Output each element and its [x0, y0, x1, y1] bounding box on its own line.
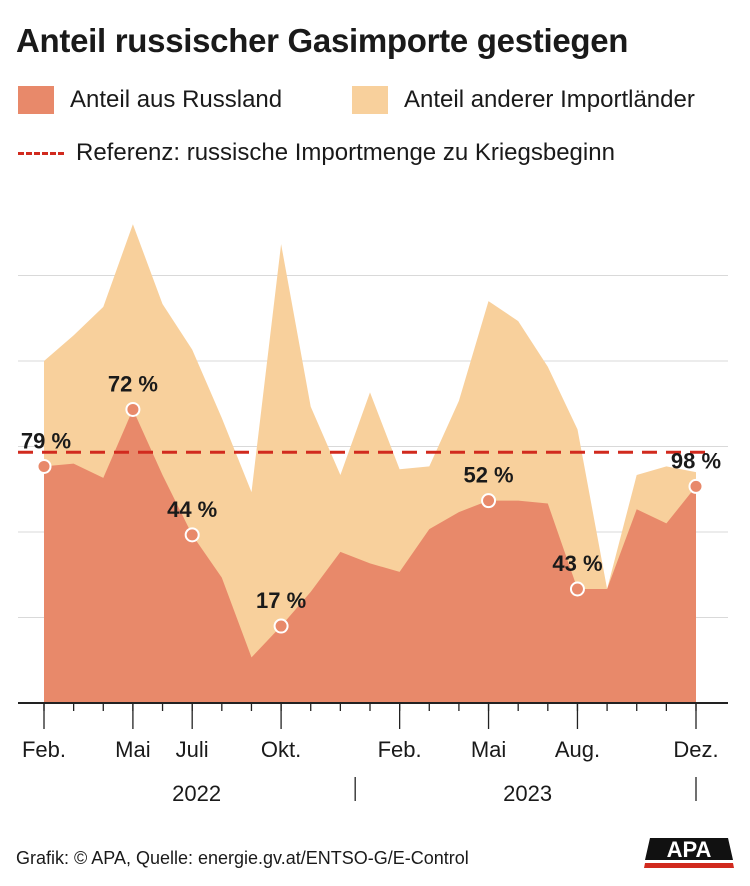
legend-label-other: Anteil anderer Importländer — [404, 86, 695, 113]
x-tick-label: Mai — [115, 737, 150, 762]
data-point-marker — [688, 478, 704, 494]
x-tick-label: Aug. — [555, 737, 600, 762]
x-tick-label: Mai — [471, 737, 506, 762]
svg-text:APA: APA — [667, 837, 712, 862]
data-point-marker — [36, 458, 52, 474]
x-tick-label: Feb. — [378, 737, 422, 762]
legend-item-russia: Anteil aus Russland — [18, 86, 282, 114]
data-label: 43 % — [552, 551, 602, 576]
data-label: 44 % — [167, 497, 217, 522]
x-tick-label: Dez. — [673, 737, 718, 762]
x-tick-label: Okt. — [261, 737, 301, 762]
data-label: 52 % — [463, 463, 513, 488]
x-tick-label: Feb. — [22, 737, 66, 762]
x-axis: Feb. Mai Juli Okt. Feb. Mai Aug. Dez. 2022 2023 — [18, 702, 728, 806]
legend-swatch-russia — [18, 86, 54, 114]
data-label: 17 % — [256, 588, 306, 613]
x-tick-label: Juli — [176, 737, 209, 762]
chart-title: Anteil russischer Gasimporte gestiegen — [16, 22, 629, 59]
source-credit: Grafik: © APA, Quelle: energie.gv.at/ENT… — [16, 848, 469, 868]
data-label: 98 % — [671, 448, 721, 473]
year-label: 2022 — [172, 781, 221, 806]
data-point-marker — [481, 493, 497, 509]
data-point-marker — [184, 527, 200, 543]
legend-item-reference: Referenz: russische Importmenge zu Krieg… — [18, 139, 615, 167]
legend-dash-reference — [18, 151, 64, 155]
apa-logo: APA — [644, 837, 734, 868]
area-chart: Feb. Mai Juli Okt. Feb. Mai Aug. Dez. 2022 2023 7… — [18, 224, 728, 806]
data-label: 72 % — [108, 371, 158, 396]
legend-swatch-other — [352, 86, 388, 114]
data-label: 79 % — [21, 428, 71, 453]
legend-item-other: Anteil anderer Importländer — [352, 86, 695, 114]
year-label: 2023 — [503, 781, 552, 806]
legend-label-russia: Anteil aus Russland — [70, 86, 283, 113]
area-russia — [44, 409, 696, 703]
data-point-marker — [125, 401, 141, 417]
legend-label-reference: Referenz: russische Importmenge zu Krieg… — [76, 139, 615, 166]
data-point-marker — [273, 618, 289, 634]
data-point-marker — [569, 581, 585, 597]
annotation-layer: 79 % 72 % 44 % 17 % 52 % 43 % 98 % — [21, 371, 721, 634]
